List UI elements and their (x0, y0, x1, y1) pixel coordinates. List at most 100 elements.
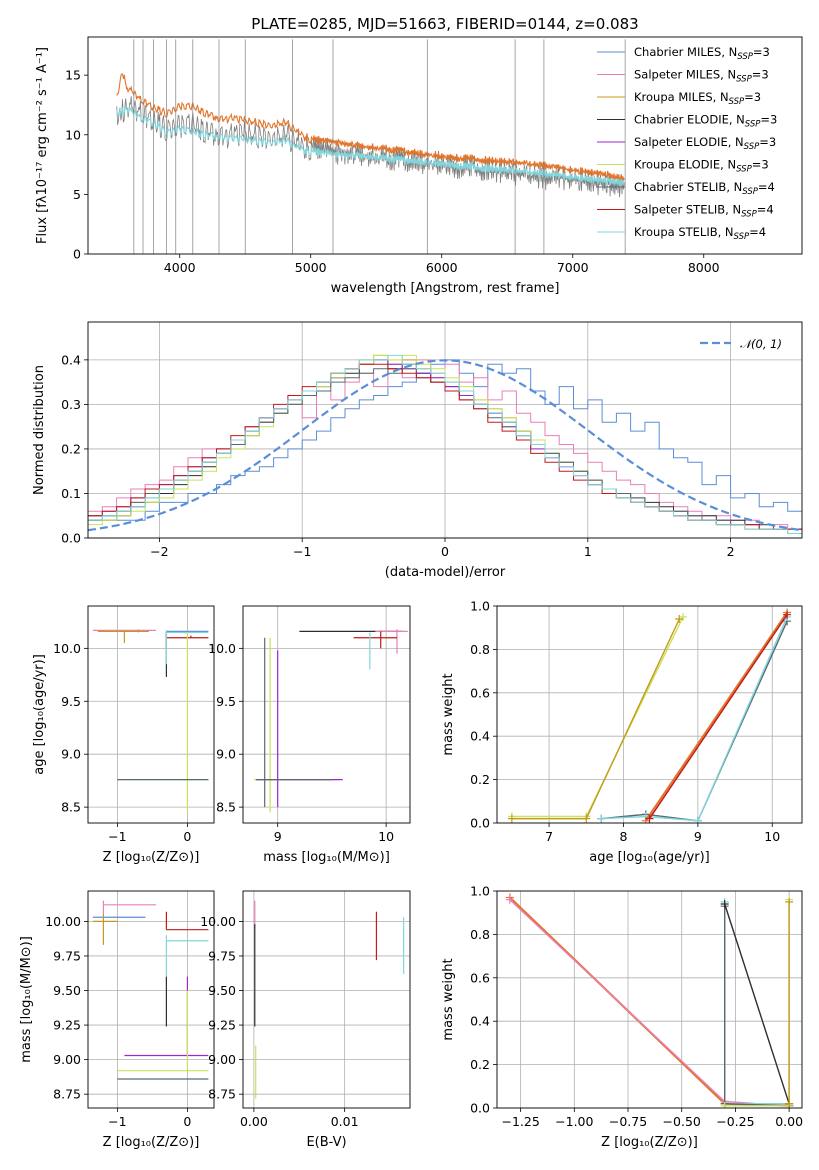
x-tick-label: −1 (108, 829, 126, 844)
y-tick-label: 9.75 (53, 948, 81, 963)
x-tick-label: 0 (183, 829, 191, 844)
x-tick-label: 8000 (688, 260, 720, 275)
weight-marker-chabrier_elodie (720, 900, 729, 909)
x-tick-label: −1 (108, 1114, 126, 1129)
y-tick-label: 0.2 (470, 1057, 490, 1072)
legend-label: Chabrier ELODIE, NSSP=3 (634, 113, 777, 130)
legend-label: Salpeter MILES, NSSP=3 (634, 68, 769, 85)
x-tick-label: −2 (150, 544, 168, 559)
plot-area (507, 608, 792, 823)
x-tick-label: −1.25 (501, 1114, 539, 1129)
legend-label: 𝒩(0, 1) (740, 337, 782, 351)
legend-label: Kroupa STELIB, NSSP=4 (634, 225, 766, 242)
legend-label: Kroupa MILES, NSSP=3 (634, 90, 761, 107)
x-axis-label: age [log₁₀(age/yr)] (589, 850, 710, 865)
y-tick-label: 0.0 (61, 531, 81, 546)
x-tick-label: −1 (293, 544, 311, 559)
y-tick-label: 9.00 (53, 1052, 81, 1067)
plot-area (92, 900, 209, 1080)
weight-marker-kroupa_miles (675, 615, 684, 624)
axes-frame (87, 36, 803, 255)
plot-area (88, 354, 802, 534)
y-tick-label: 9.00 (208, 1052, 236, 1067)
x-axis-label: Z [log₁₀(Z/Z⊙)] (103, 1135, 200, 1150)
axes-frame (87, 605, 215, 824)
weight-line-kroupa_miles (511, 618, 680, 820)
y-axis-label: Flux [fλ10⁻¹⁷ erg cm⁻² s⁻¹ A⁻¹] (35, 47, 50, 244)
y-tick-label: 10 (65, 127, 81, 142)
y-tick-label: 0.0 (470, 1101, 490, 1116)
x-axis-label: mass [log₁₀(M/M⊙)] (263, 850, 390, 865)
weight-marker-kroupa_miles (582, 814, 591, 823)
x-tick-label: 2 (727, 544, 735, 559)
y-tick-label: 0.8 (470, 927, 490, 942)
y-tick-label: 8.5 (216, 800, 236, 815)
weight-marker-salpeter_stelib (783, 610, 792, 619)
y-tick-label: 9.0 (61, 747, 81, 762)
y-tick-label: 9.75 (208, 948, 236, 963)
y-tick-label: 5 (73, 187, 81, 202)
axes-frame (242, 605, 411, 824)
normal-curve (88, 359, 802, 532)
axes-frame (87, 890, 215, 1109)
x-tick-label: 8 (619, 829, 627, 844)
x-tick-label: 7 (545, 829, 553, 844)
legend-label: Chabrier STELIB, NSSP=4 (634, 180, 775, 197)
x-tick-label: 0 (183, 1114, 191, 1129)
y-tick-label: 8.5 (61, 800, 81, 815)
axes-frame (242, 890, 411, 1109)
x-axis-label: Z [log₁₀(Z/Z⊙)] (103, 850, 200, 865)
x-axis-label: E(B-V) (306, 1135, 346, 1150)
x-tick-label: 6000 (426, 260, 458, 275)
x-tick-label: 10 (378, 829, 394, 844)
weight-line-orange_model (509, 896, 790, 1107)
x-tick-label: 0 (441, 544, 449, 559)
x-tick-label: 10 (764, 829, 780, 844)
chart-title: PLATE=0285, MJD=51663, FIBERID=0144, z=0… (251, 15, 638, 33)
x-tick-label: 1 (584, 544, 592, 559)
y-tick-label: 8.75 (53, 1087, 81, 1102)
x-tick-label: 0.00 (240, 1114, 268, 1129)
y-tick-label: 0.2 (470, 772, 490, 787)
y-tick-label: 0.4 (470, 729, 490, 744)
y-tick-label: 10.00 (200, 914, 236, 929)
y-tick-label: 0.0 (470, 816, 490, 831)
y-tick-label: 9.25 (53, 1018, 81, 1033)
weight-marker-kroupa_elodie (720, 1101, 729, 1108)
y-tick-label: 0.3 (61, 397, 81, 412)
y-axis-label: Normed distribution (32, 365, 47, 495)
legend-label: Kroupa ELODIE, NSSP=3 (634, 158, 769, 175)
x-tick-label: 5000 (295, 260, 327, 275)
y-axis-label: mass weight (441, 958, 456, 1040)
weight-line-kroupa_elodie (511, 616, 684, 818)
plot-area (116, 39, 626, 254)
weight-marker-kroupa_stelib (693, 816, 702, 823)
y-tick-label: 1.0 (470, 599, 490, 614)
weight-line-salpeter_stelib (648, 614, 788, 820)
y-tick-label: 0 (73, 247, 81, 262)
y-tick-label: 0.8 (470, 642, 490, 657)
y-axis-label: age [log₁₀(age/yr)] (32, 654, 47, 775)
plot-area (505, 893, 794, 1108)
y-tick-label: 1.0 (470, 884, 490, 899)
x-axis-label: Z [log₁₀(Z/Z⊙)] (601, 1135, 698, 1150)
y-tick-label: 9.0 (216, 747, 236, 762)
weight-marker-kroupa_miles (785, 897, 794, 906)
y-tick-label: 9.50 (53, 983, 81, 998)
y-tick-label: 9.25 (208, 1018, 236, 1033)
x-tick-label: −1.00 (555, 1114, 593, 1129)
y-tick-label: 10.00 (45, 914, 81, 929)
axes-frame (496, 890, 803, 1109)
y-axis-label: mass [log₁₀(M/M⊙)] (19, 936, 34, 1063)
weight-marker-kroupa_stelib (597, 814, 606, 823)
plot-area (254, 900, 405, 1099)
x-axis-label: wavelength [Angstrom, rest frame] (331, 281, 560, 296)
weight-line-kroupa_stelib (601, 616, 788, 822)
y-tick-label: 15 (65, 68, 81, 83)
y-tick-label: 0.2 (61, 441, 81, 456)
x-tick-label: 9 (694, 829, 702, 844)
weight-line-orange_model (644, 611, 789, 822)
y-tick-label: 0.1 (61, 486, 81, 501)
weight-marker-salpeter_miles (505, 895, 514, 904)
